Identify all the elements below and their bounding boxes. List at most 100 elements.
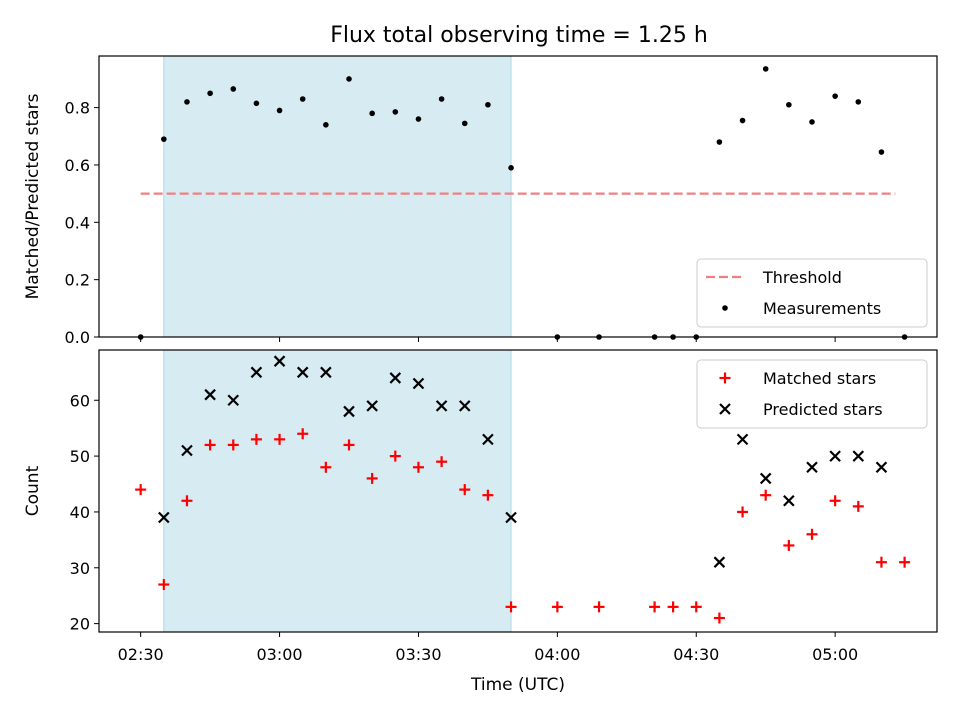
matched-point: [875, 556, 887, 568]
predicted-point: [736, 433, 749, 446]
measurement-point: [253, 100, 260, 107]
y-axis-label: Count: [23, 465, 43, 516]
predicted-point: [435, 400, 448, 412]
matched-point: [783, 539, 795, 551]
x-tick-label: 05:00: [812, 645, 858, 664]
predicted-point: [482, 433, 494, 446]
y-axis-label: Matched/Predicted stars: [23, 93, 43, 299]
measurement-point: [485, 101, 491, 108]
y-tick-label: 50: [70, 447, 90, 466]
y-tick-label: 0.8: [65, 99, 90, 118]
matched-point: [389, 450, 401, 462]
matched-point: [482, 489, 494, 501]
measurement-point: [323, 122, 329, 128]
matched-point: [320, 461, 332, 473]
matched-point: [412, 461, 424, 473]
legend-predicted-swatch: [719, 403, 731, 415]
y-tick-label: 0.4: [65, 213, 90, 232]
measurement-point: [716, 139, 723, 145]
predicted-point: [759, 472, 772, 485]
predicted-point: [250, 366, 263, 379]
x-tick-label: 04:30: [673, 645, 719, 664]
x-tick-label: 02:30: [118, 645, 164, 664]
matched-point: [737, 506, 749, 518]
predicted-point: [296, 366, 309, 379]
measurement-point: [230, 86, 237, 92]
matched-point: [760, 489, 772, 501]
predicted-point: [875, 461, 888, 474]
matched-point: [829, 495, 841, 507]
y-tick-label: 20: [70, 615, 90, 634]
matched-point: [505, 601, 517, 613]
y-tick-label: 60: [70, 391, 90, 410]
legend-label: Matched stars: [763, 369, 876, 388]
predicted-point: [783, 494, 795, 507]
legend-label: Measurements: [763, 299, 881, 318]
matched-point: [551, 601, 563, 613]
measurement-point: [299, 96, 306, 102]
measurement-point: [346, 76, 352, 82]
predicted-point: [320, 366, 332, 379]
y-tick-label: 40: [70, 503, 90, 522]
matched-point: [899, 556, 911, 568]
matched-point: [274, 433, 286, 445]
measurement-point: [832, 93, 838, 99]
measurement-point: [207, 90, 213, 97]
series-predicted-stars: [158, 355, 888, 568]
y-tick-label: 0.6: [65, 156, 90, 175]
y-tick-label: 30: [70, 559, 90, 578]
matched-point: [459, 484, 471, 496]
matched-point: [297, 428, 309, 440]
y-tick-label: 0.2: [65, 271, 90, 290]
matched-point: [181, 495, 193, 507]
y-tick-label: 0.0: [65, 328, 90, 347]
predicted-point: [806, 461, 818, 474]
measurement-point: [855, 99, 862, 105]
predicted-point: [204, 388, 216, 401]
predicted-point: [458, 400, 471, 412]
measurement-point: [809, 119, 815, 125]
matched-point: [343, 439, 355, 451]
predicted-point: [366, 400, 378, 412]
predicted-point: [852, 450, 865, 462]
predicted-point: [273, 355, 286, 367]
predicted-point: [181, 444, 193, 457]
legend-box: [696, 359, 928, 429]
measurement-point: [276, 107, 283, 114]
legend-label: Predicted stars: [763, 400, 883, 419]
measurement-point: [184, 99, 190, 105]
x-tick-label: 03:30: [395, 645, 441, 664]
legend-label: Threshold: [762, 268, 842, 287]
measurement-point: [461, 120, 468, 127]
measurement-point: [878, 149, 885, 155]
legend-matched-swatch: [719, 372, 731, 384]
matched-point: [135, 484, 147, 496]
predicted-point: [343, 405, 355, 418]
legend: Threshold Measurements: [696, 258, 928, 328]
top-panel: 0.0 0.2 0.4 0.6 0.8 Matched/Predicted stars Th…: [23, 55, 938, 347]
predicted-point: [158, 511, 170, 524]
matched-point: [667, 601, 679, 613]
matched-point: [852, 500, 864, 512]
matched-point: [593, 601, 605, 613]
measurement-point: [786, 101, 792, 108]
matched-point: [158, 579, 170, 591]
predicted-point: [389, 372, 402, 384]
shaded-span: [163, 55, 512, 338]
x-axis-label: Time (UTC): [470, 675, 565, 695]
measurement-point: [415, 116, 422, 122]
predicted-point: [227, 394, 240, 407]
predicted-point: [829, 450, 841, 462]
matched-point: [690, 601, 702, 613]
matched-point: [649, 601, 661, 613]
measurement-point: [369, 110, 375, 117]
matched-point: [250, 433, 262, 445]
predicted-point: [713, 556, 726, 568]
matched-point: [227, 439, 239, 451]
legend: Matched stars Predicted stars: [696, 359, 928, 429]
measurement-point: [739, 117, 746, 124]
bottom-panel: 20 30 40 50 60 02:30 03:00 03:30 04:00 04:30 05:00…: [23, 349, 938, 695]
x-tick-label: 04:00: [534, 645, 580, 664]
figure-title: Flux total observing time = 1.25 h: [330, 23, 708, 48]
